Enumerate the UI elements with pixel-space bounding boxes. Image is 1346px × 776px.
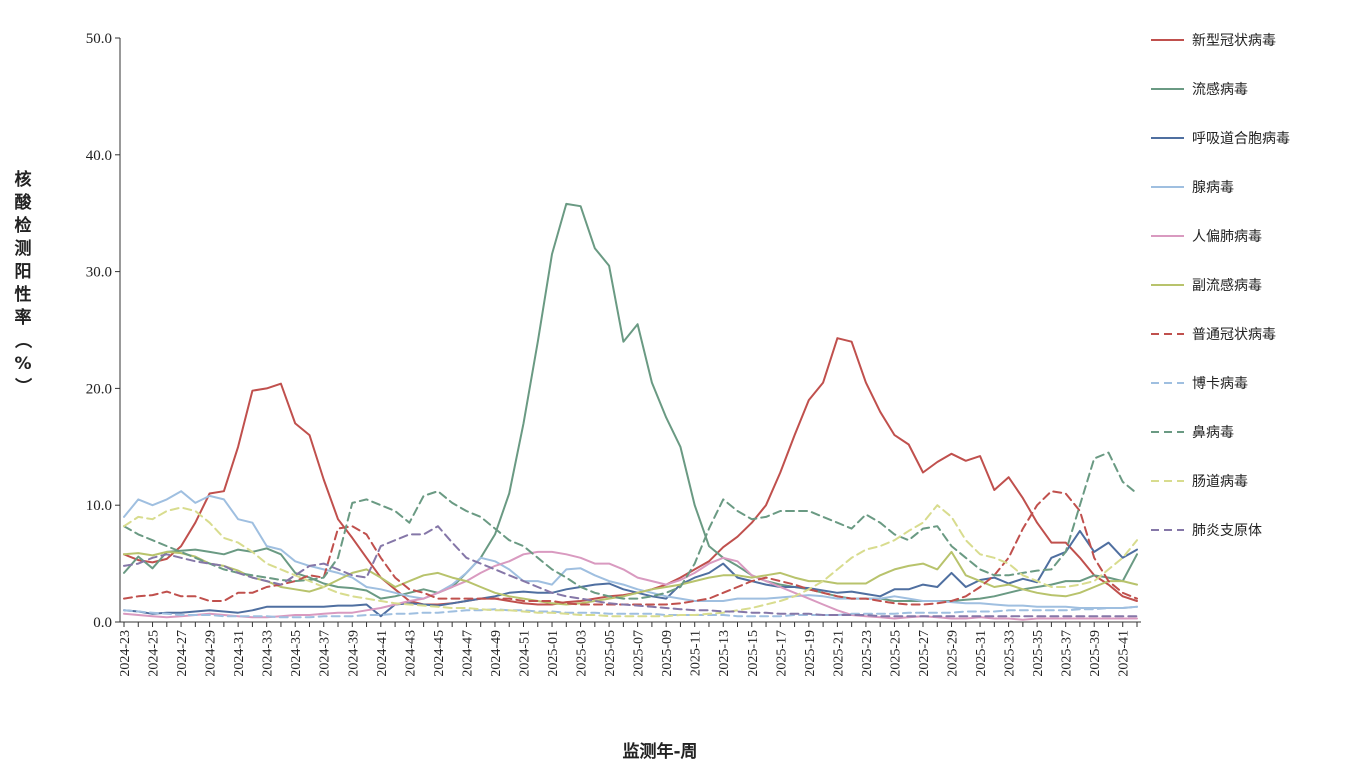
x-tick-label: 2024-47 — [460, 630, 475, 677]
x-tick-label: 2025-21 — [831, 630, 846, 677]
x-tick-label: 2025-01 — [546, 630, 561, 677]
x-tick-label: 2025-25 — [888, 630, 903, 677]
series-line — [123, 550, 1138, 606]
x-ticks: 2024-23 2024-25 2024-27 2024-29 2024-31 2024-… — [118, 622, 1138, 677]
series-line — [123, 550, 1138, 621]
x-tick-label: 2025-41 — [1117, 630, 1132, 677]
series-line — [123, 202, 1138, 602]
series-line — [123, 504, 1138, 618]
x-tick-label: 2024-25 — [147, 630, 162, 677]
y-tick-label: 50.0 — [86, 31, 112, 47]
x-tick-label: 2025-37 — [1060, 630, 1075, 677]
x-tick-label: 2024-33 — [261, 630, 276, 677]
legend-label: 人偏肺病毒 — [1192, 229, 1262, 245]
x-tick-label: 2025-13 — [717, 630, 732, 677]
legend-label: 博卡病毒 — [1192, 375, 1248, 392]
x-tick-label: 2025-09 — [660, 630, 675, 677]
legend-label: 流感病毒 — [1192, 81, 1248, 98]
legend-label: 副流感病毒 — [1192, 277, 1262, 294]
x-tick-label: 2024-37 — [318, 630, 333, 677]
series-line — [123, 337, 1138, 606]
x-tick-label: 2025-35 — [1031, 630, 1046, 677]
legend-label: 腺病毒 — [1192, 180, 1234, 196]
y-axis-title-char: 阳 — [15, 262, 32, 282]
x-tick-label: 2025-07 — [632, 630, 647, 677]
y-axis-title-char: 核 — [15, 169, 32, 190]
y-axis-title-char: 性 — [15, 284, 32, 305]
x-tick-label: 2025-19 — [803, 630, 818, 677]
y-tick-label: 20.0 — [86, 381, 112, 397]
legend-label: 普通冠状病毒 — [1192, 327, 1276, 343]
y-ticks: 0.0 10.0 20.0 30.0 40.0 50.0 — [86, 31, 120, 631]
x-tick-label: 2025-27 — [917, 630, 932, 677]
x-tick-label: 2025-05 — [603, 630, 618, 677]
plot-lines — [123, 202, 1138, 621]
y-axis-title-char: 检 — [15, 215, 32, 236]
x-tick-label: 2024-45 — [432, 630, 447, 677]
series-line — [123, 605, 1138, 619]
x-tick-label: 2024-27 — [175, 630, 190, 677]
x-tick-label: 2025-17 — [774, 630, 789, 677]
x-tick-label: 2025-29 — [946, 630, 961, 677]
x-tick-label: 2025-33 — [1003, 630, 1018, 677]
series-line — [123, 451, 1138, 600]
legend-label: 肺炎支原体 — [1192, 523, 1262, 539]
x-tick-label: 2024-51 — [517, 630, 532, 677]
y-axis-title-char: 率 — [15, 307, 32, 328]
x-tick-label: 2024-35 — [289, 630, 304, 677]
x-tick-label: 2024-41 — [375, 630, 390, 677]
series-line — [123, 529, 1138, 618]
series-line — [123, 525, 1138, 618]
x-tick-label: 2024-29 — [204, 630, 219, 677]
x-tick-label: 2025-39 — [1088, 630, 1103, 677]
y-tick-label: 0.0 — [93, 615, 112, 631]
y-axis-title-char: 测 — [15, 238, 32, 259]
y-axis-title-char: （ — [12, 332, 33, 349]
legend-label: 肠道病毒 — [1192, 474, 1248, 490]
legend: 新型冠状病毒流感病毒呼吸道合胞病毒腺病毒人偏肺病毒副流感病毒普通冠状病毒博卡病毒… — [1151, 33, 1290, 539]
y-axis-title-char: 酸 — [15, 192, 33, 213]
y-axis-title-char: ） — [12, 378, 33, 395]
x-tick-label: 2025-11 — [689, 630, 704, 676]
x-tick-label: 2024-49 — [489, 630, 504, 677]
axes — [119, 38, 1141, 623]
x-tick-label: 2024-23 — [118, 630, 133, 677]
x-tick-label: 2024-43 — [403, 630, 418, 677]
y-tick-label: 30.0 — [86, 265, 112, 281]
legend-label: 鼻病毒 — [1192, 424, 1234, 441]
series-line — [123, 490, 1138, 606]
x-tick-label: 2024-39 — [346, 630, 361, 677]
legend-label: 呼吸道合胞病毒 — [1192, 131, 1290, 147]
y-tick-label: 40.0 — [86, 148, 112, 164]
x-tick-label: 2025-31 — [974, 630, 989, 677]
x-axis-title: 监测年-周 — [622, 741, 697, 762]
series-line — [123, 490, 1138, 609]
y-tick-label: 10.0 — [86, 498, 112, 514]
x-tick-label: 2025-03 — [575, 630, 590, 677]
x-tick-label: 2025-23 — [860, 630, 875, 677]
y-axis-title-char: % — [14, 354, 31, 374]
x-tick-label: 2024-31 — [232, 630, 247, 677]
x-tick-label: 2025-15 — [746, 630, 761, 677]
legend-label: 新型冠状病毒 — [1192, 33, 1276, 49]
